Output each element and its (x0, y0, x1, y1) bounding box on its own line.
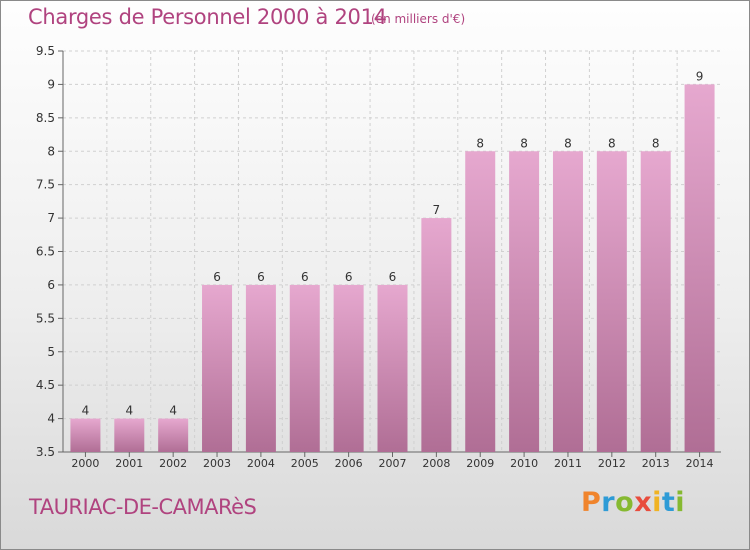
bars (70, 84, 715, 453)
y-tick-label: 6 (47, 278, 55, 292)
proxiti-logo[interactable]: Proxiti (581, 487, 685, 518)
bar (421, 218, 452, 452)
data-label: 8 (520, 136, 528, 150)
bar (377, 284, 408, 452)
data-label: 8 (608, 136, 616, 150)
x-tick-label: 2012 (598, 457, 626, 470)
y-tick-label: 5.5 (36, 311, 55, 325)
logo-letter: i (675, 487, 686, 518)
bar (552, 151, 583, 452)
y-tick-label: 8.5 (36, 111, 55, 125)
data-label: 6 (389, 270, 397, 284)
data-label: 6 (213, 270, 221, 284)
x-tick-label: 2014 (686, 457, 714, 470)
x-tick-label: 2008 (422, 457, 450, 470)
y-tick-label: 4.5 (36, 378, 55, 392)
x-tick-label: 2007 (379, 457, 407, 470)
chart-title: Charges de Personnel 2000 à 2014 (28, 5, 387, 29)
data-labels: 4 4 4 6 6 6 6 6 7 8 8 8 8 8 9 (82, 69, 704, 417)
data-label: 7 (433, 203, 441, 217)
data-label: 6 (345, 270, 353, 284)
bar (70, 418, 101, 452)
bar (684, 84, 715, 453)
x-tick-label: 2004 (247, 457, 275, 470)
bar (640, 151, 671, 452)
x-tick-label: 2001 (115, 457, 143, 470)
bar (158, 418, 189, 452)
y-tick-label: 8 (47, 144, 55, 158)
x-tick-label: 2011 (554, 457, 582, 470)
data-label: 6 (301, 270, 309, 284)
y-tick-label: 7 (47, 211, 55, 225)
bar (289, 284, 320, 452)
bar (245, 284, 276, 452)
bar (333, 284, 364, 452)
logo-letter: P (581, 487, 602, 518)
x-tick-label: 2000 (71, 457, 99, 470)
x-tick-label: 2009 (466, 457, 494, 470)
x-tick-label: 2010 (510, 457, 538, 470)
bar (596, 151, 627, 452)
x-tick-label: 2005 (291, 457, 319, 470)
y-tick-label: 5 (47, 345, 55, 359)
bar (465, 151, 496, 452)
y-tick-label: 6.5 (36, 245, 55, 259)
x-tick-label: 2002 (159, 457, 187, 470)
logo-letter: i (652, 487, 662, 518)
bar (509, 151, 540, 452)
data-label: 4 (82, 404, 90, 418)
y-tick-label: 9.5 (36, 44, 55, 58)
commune-name: TAURIAC-DE-CAMARèS (29, 495, 257, 519)
x-tick-label: 2006 (335, 457, 363, 470)
y-tick-label: 7.5 (36, 178, 55, 192)
data-label: 8 (564, 136, 572, 150)
bar (114, 418, 145, 452)
data-label: 8 (476, 136, 484, 150)
chart-subtitle: (en milliers d'€) (371, 12, 466, 26)
logo-letter: r (601, 487, 616, 518)
x-tick-label: 2003 (203, 457, 231, 470)
data-label: 6 (257, 270, 265, 284)
data-label: 4 (125, 404, 133, 418)
logo-letter: t (661, 487, 676, 518)
logo-letter: o (615, 487, 635, 518)
logo-letter: x (634, 487, 653, 518)
y-tick-label: 3.5 (36, 445, 55, 459)
data-label: 9 (696, 69, 704, 83)
y-tick-label: 9 (47, 77, 55, 91)
data-label: 4 (169, 404, 177, 418)
bar (202, 284, 233, 452)
data-label: 8 (652, 136, 660, 150)
y-tick-label: 4 (47, 412, 55, 426)
x-tick-label: 2013 (642, 457, 670, 470)
